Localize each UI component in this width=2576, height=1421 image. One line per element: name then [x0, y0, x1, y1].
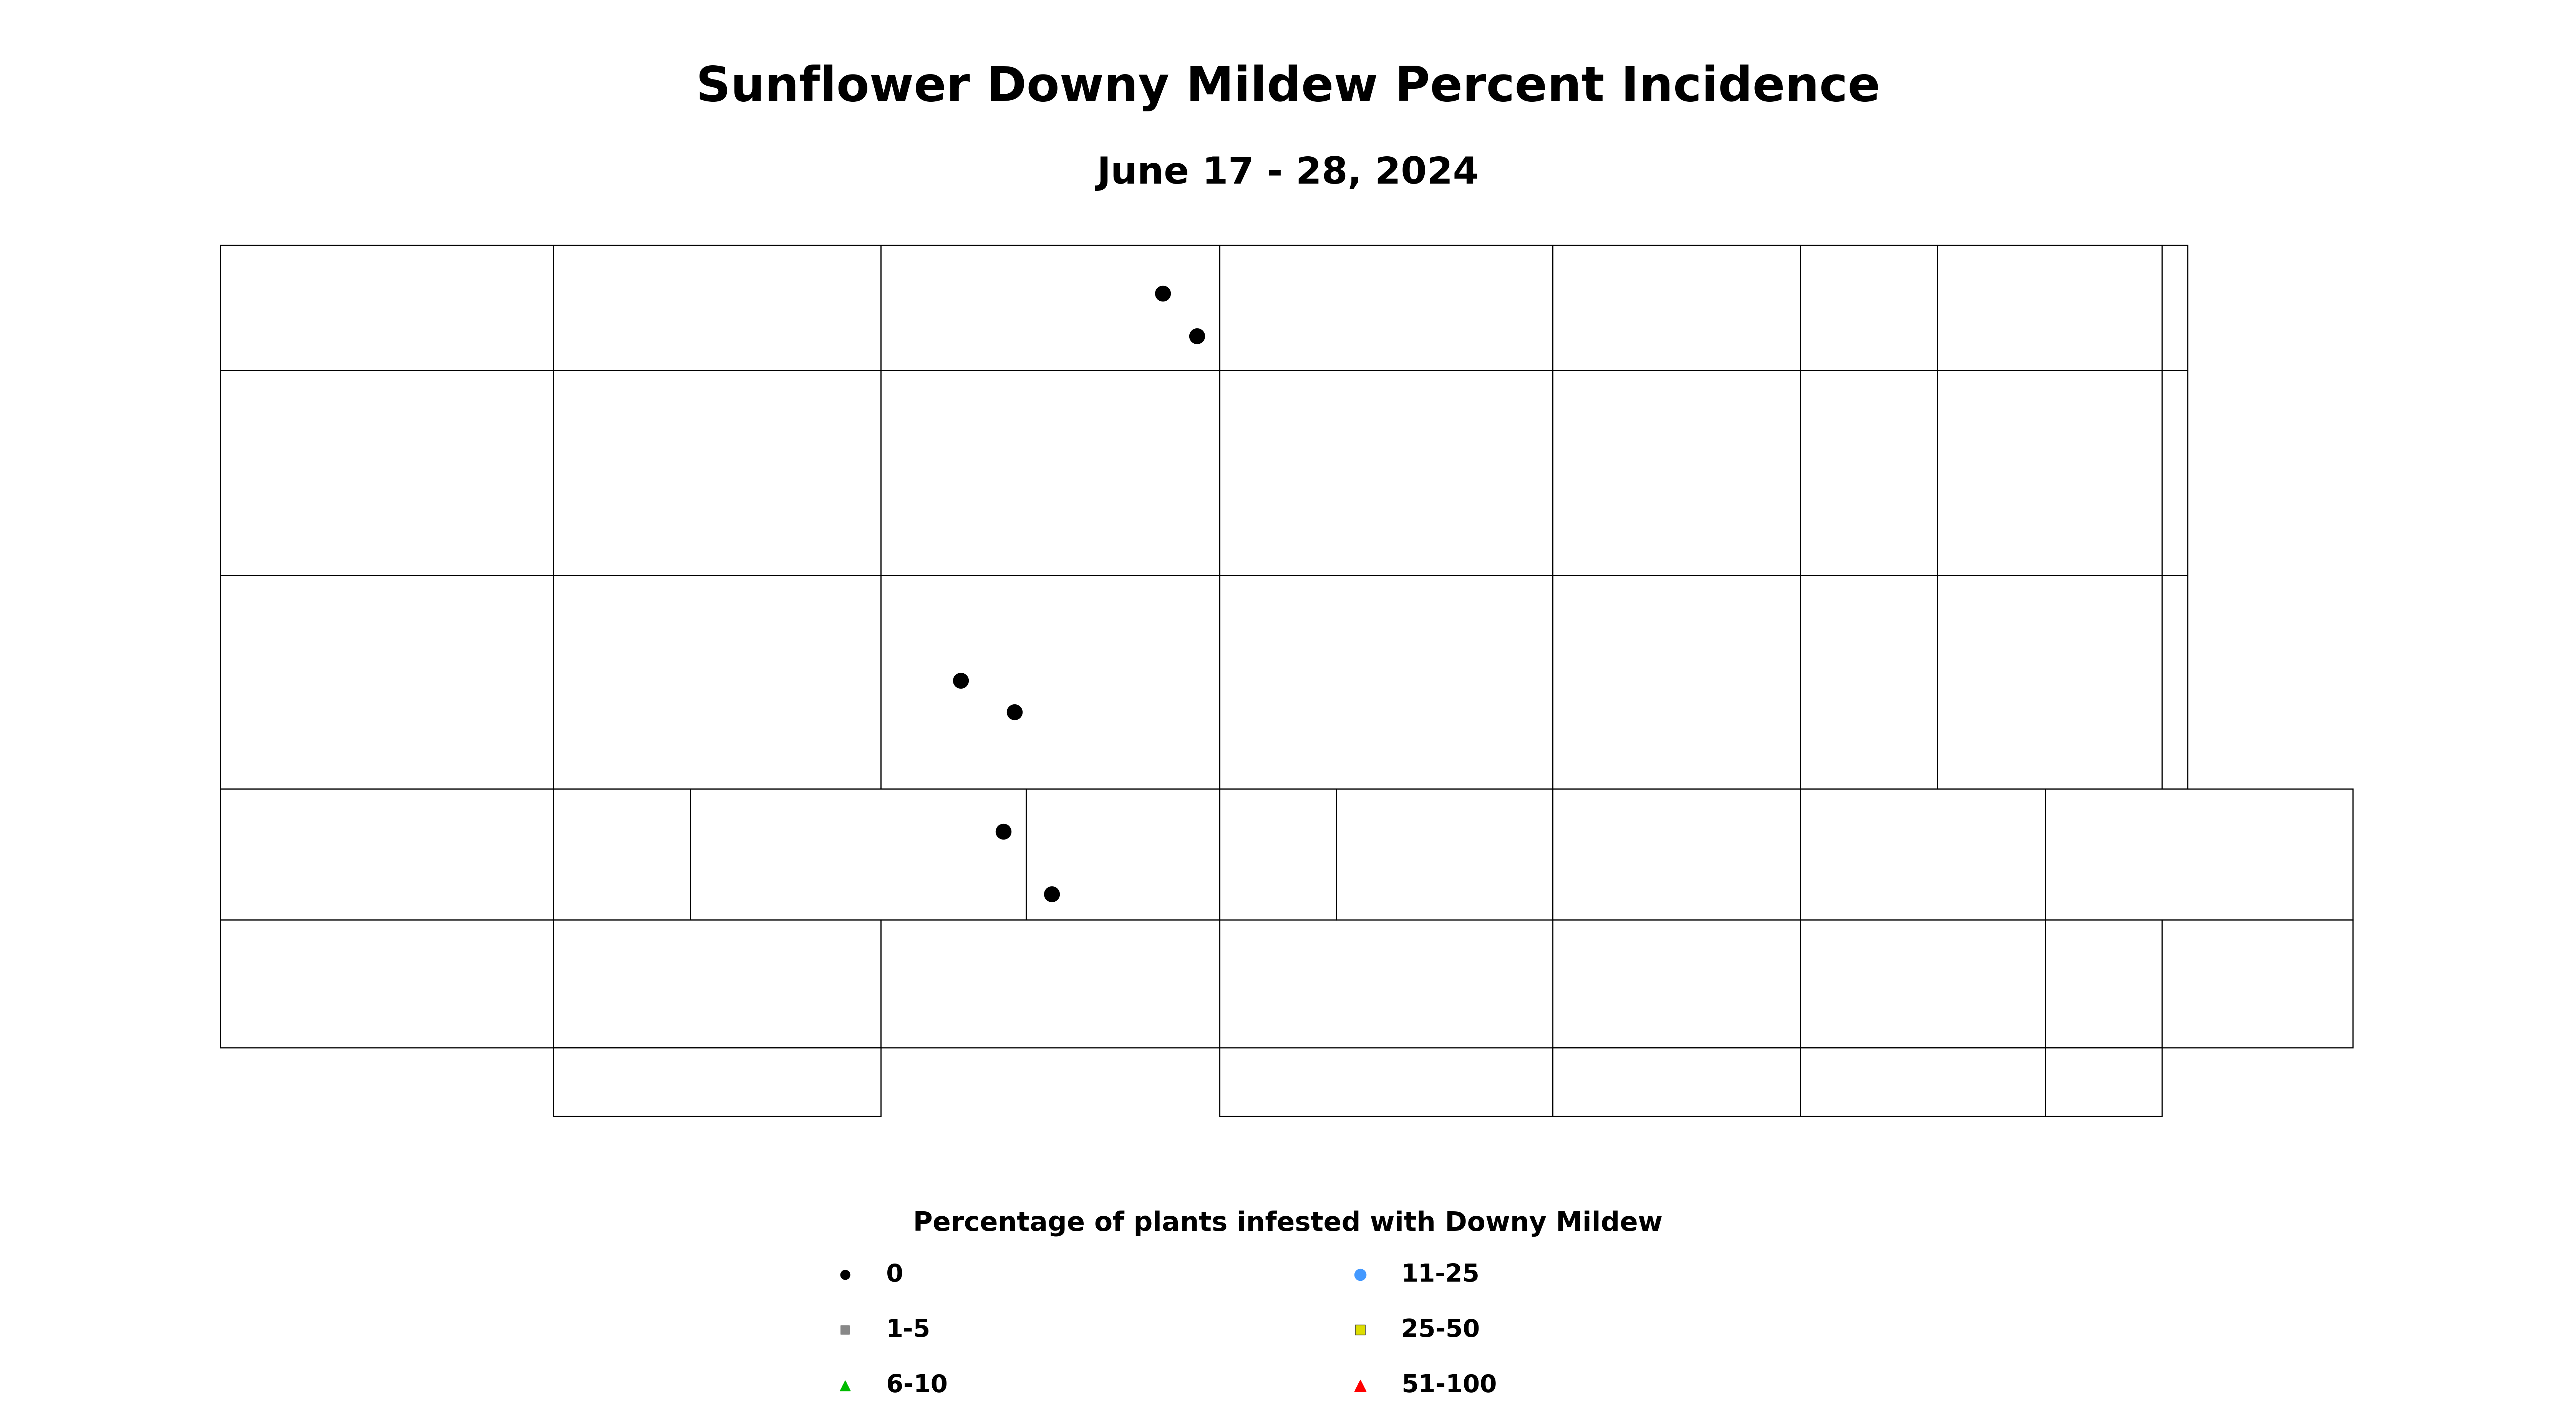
Polygon shape: [1937, 246, 2161, 371]
Polygon shape: [2161, 576, 2187, 789]
Polygon shape: [1553, 371, 1801, 576]
Polygon shape: [2045, 789, 2352, 919]
Polygon shape: [1937, 371, 2161, 576]
Polygon shape: [554, 246, 881, 371]
Polygon shape: [1218, 1047, 1553, 1115]
Polygon shape: [1801, 246, 1937, 371]
Point: [1340, 1374, 1381, 1397]
Polygon shape: [1553, 919, 1801, 1047]
Text: 51-100: 51-100: [1401, 1374, 1497, 1397]
Polygon shape: [554, 1047, 881, 1115]
Polygon shape: [1801, 576, 1937, 789]
Polygon shape: [1553, 1047, 1801, 1115]
Point: [824, 1374, 866, 1397]
Polygon shape: [881, 919, 1218, 1047]
Polygon shape: [2161, 246, 2187, 371]
Text: Sunflower Downy Mildew Percent Incidence: Sunflower Downy Mildew Percent Incidence: [696, 65, 1880, 111]
Polygon shape: [1801, 919, 2045, 1047]
Polygon shape: [1937, 576, 2161, 789]
Polygon shape: [2045, 1047, 2161, 1115]
Polygon shape: [1553, 246, 1801, 371]
Polygon shape: [881, 246, 1218, 371]
Polygon shape: [222, 576, 554, 789]
Polygon shape: [222, 371, 554, 576]
Polygon shape: [1218, 246, 1553, 371]
Polygon shape: [554, 789, 690, 919]
Point: [940, 669, 981, 692]
Text: 25-50: 25-50: [1401, 1319, 1479, 1341]
Text: June 17 - 28, 2024: June 17 - 28, 2024: [1097, 155, 1479, 192]
Polygon shape: [1218, 789, 1337, 919]
Polygon shape: [1801, 789, 2045, 919]
Point: [1177, 325, 1218, 348]
Polygon shape: [1553, 576, 1801, 789]
Point: [1141, 283, 1182, 306]
Point: [824, 1263, 866, 1286]
Polygon shape: [1801, 371, 1937, 576]
Polygon shape: [690, 789, 1025, 919]
Polygon shape: [1218, 371, 1553, 576]
Polygon shape: [222, 789, 554, 919]
Polygon shape: [881, 576, 1218, 789]
Polygon shape: [1801, 1047, 2045, 1115]
Polygon shape: [1553, 789, 1801, 919]
Polygon shape: [881, 371, 1218, 576]
Polygon shape: [222, 919, 554, 1047]
Polygon shape: [1025, 789, 1218, 919]
Polygon shape: [222, 246, 554, 371]
Text: 1-5: 1-5: [886, 1319, 930, 1341]
Point: [1340, 1263, 1381, 1286]
Text: 6-10: 6-10: [886, 1374, 948, 1397]
Text: Percentage of plants infested with Downy Mildew: Percentage of plants infested with Downy…: [914, 1211, 1662, 1236]
Polygon shape: [1337, 789, 1553, 919]
Polygon shape: [554, 919, 881, 1047]
Polygon shape: [2161, 371, 2187, 576]
Polygon shape: [1218, 576, 1553, 789]
Polygon shape: [2161, 919, 2352, 1047]
Point: [1340, 1319, 1381, 1341]
Point: [1030, 882, 1072, 905]
Text: 11-25: 11-25: [1401, 1263, 1479, 1286]
Polygon shape: [554, 371, 881, 576]
Point: [994, 701, 1036, 723]
Point: [824, 1319, 866, 1341]
Text: 0: 0: [886, 1263, 904, 1286]
Polygon shape: [554, 576, 881, 789]
Polygon shape: [2045, 919, 2161, 1047]
Point: [981, 820, 1023, 843]
